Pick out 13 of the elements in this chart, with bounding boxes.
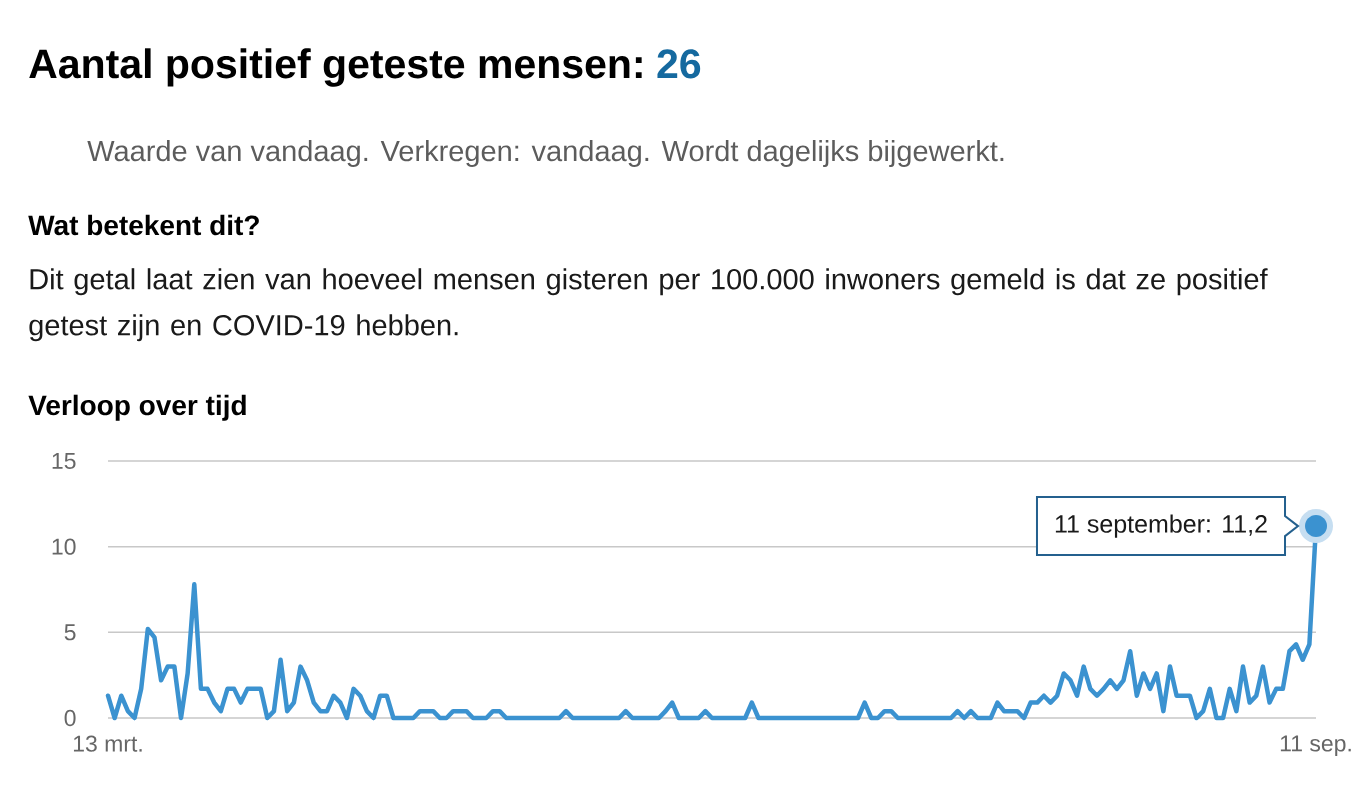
y-tick-label: 5 bbox=[64, 624, 76, 641]
chart-title: Aantal positief geteste mensen: bbox=[29, 48, 642, 87]
text: 26 bbox=[657, 49, 701, 79]
y-tick-label: 0 bbox=[64, 709, 76, 727]
text: Wat betekent dit? bbox=[28, 214, 259, 236]
y-tick-label: 15 bbox=[52, 452, 76, 470]
chart-subtitle: Waarde van vandaag. Verkregen: vandaag. Wordt dagelijks bijgewerkt. bbox=[87, 139, 1004, 168]
x-tick-label: 13 mrt. bbox=[73, 735, 142, 752]
text: Verloop over tijd bbox=[28, 394, 246, 421]
x-tick-label: 11 sep. bbox=[1280, 735, 1351, 757]
y-tick-label: 10 bbox=[52, 538, 76, 555]
annotation: 11 september: 11,2 bbox=[1055, 514, 1267, 538]
text: Dit getal laat zien van hoeveel mensen gisteren per 100.000 inwoners gemeld is dat ze positief getest zijn en COVID-19 hebben. bbox=[29, 268, 1268, 342]
